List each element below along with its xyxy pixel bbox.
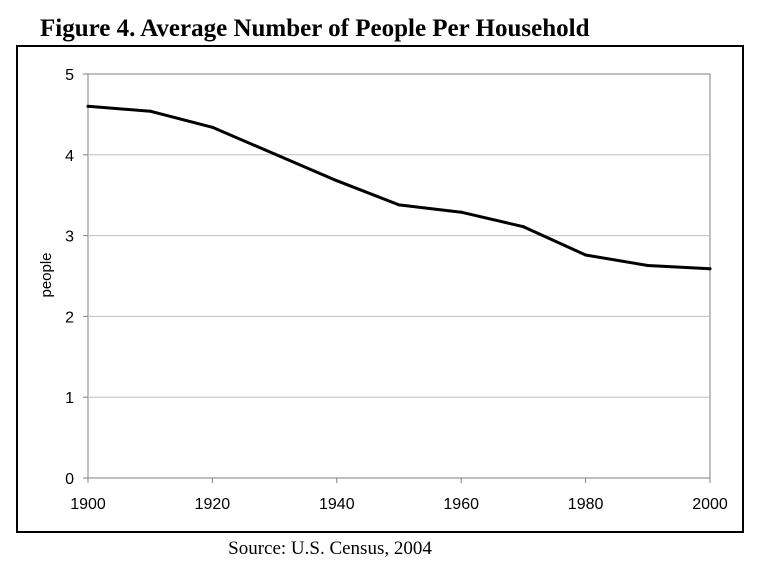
x-tick-label: 2000 (692, 496, 728, 513)
y-tick-label: 4 (65, 148, 74, 165)
plot-area-border (87, 73, 711, 479)
y-tick-label: 1 (65, 390, 74, 407)
y-tick-labels: 0 1 2 3 4 5 (65, 67, 74, 488)
data-point (273, 152, 277, 156)
x-tick-label: 1960 (443, 496, 479, 513)
data-point (210, 125, 214, 129)
x-tick-labels: 1900 1920 1940 1960 1980 2000 (70, 496, 728, 513)
x-tick-label: 1980 (568, 496, 604, 513)
data-point (708, 267, 712, 271)
data-point (86, 104, 90, 108)
data-point (148, 109, 152, 113)
y-tick-label: 5 (65, 67, 74, 84)
y-tick-label: 2 (65, 309, 74, 326)
axis-ticks (83, 73, 711, 483)
x-tick-label: 1900 (70, 496, 106, 513)
y-tick-label: 3 (65, 229, 74, 246)
series-line (86, 104, 712, 271)
points-layer (86, 104, 712, 271)
chart-title: Figure 4. Average Number of People Per H… (40, 15, 590, 42)
data-point (584, 253, 588, 257)
y-tick-label: 0 (65, 471, 74, 488)
y-axis-label: people (38, 252, 55, 297)
source-note: Source: U.S. Census, 2004 (228, 538, 432, 559)
data-point (459, 210, 463, 214)
series-layer (86, 104, 712, 271)
x-tick-label: 1940 (319, 496, 355, 513)
gridlines (88, 154, 710, 398)
chart-frame (16, 45, 744, 533)
x-tick-label: 1920 (195, 496, 231, 513)
data-point (397, 203, 401, 207)
data-point (646, 263, 650, 267)
data-point (521, 225, 525, 229)
plot-area (87, 73, 711, 479)
data-point (335, 179, 339, 183)
